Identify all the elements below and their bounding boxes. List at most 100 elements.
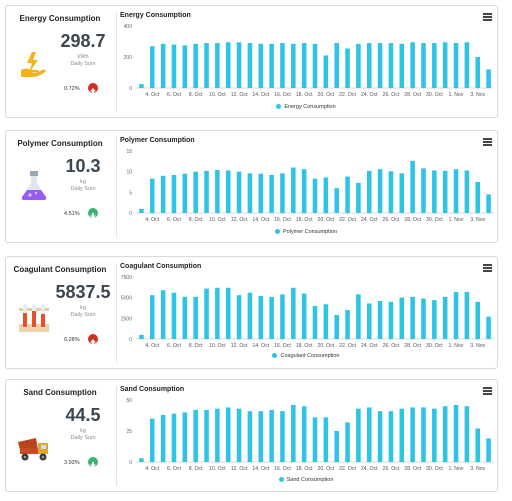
bar bbox=[388, 171, 394, 213]
bar bbox=[486, 194, 491, 213]
bar bbox=[453, 291, 459, 339]
bar bbox=[225, 407, 231, 462]
bar bbox=[486, 69, 491, 88]
bar bbox=[345, 48, 350, 88]
x-tick-label: 26. Oct bbox=[383, 343, 400, 349]
kpi-unit: kg bbox=[80, 305, 86, 311]
bar bbox=[182, 412, 188, 462]
coagulant-bar-chart: 7500 5000 2500 0 4. Oct 6. Oct 8. Oct 10. Oct 12… bbox=[121, 275, 494, 349]
chart-title: Coagulant Consumption bbox=[120, 263, 202, 270]
bar bbox=[377, 300, 383, 339]
sand-card: Sand Consumption 44.5 kg Daily Sum 3.93%… bbox=[5, 379, 498, 492]
x-tick-label: 30. Oct bbox=[426, 217, 443, 223]
energy-card: Energy Consumption 298.7 kWh Daily Sum 0… bbox=[5, 5, 498, 118]
legend-label: Polymer Consumption bbox=[282, 229, 338, 235]
kpi-value: 298.7 bbox=[60, 31, 106, 51]
bar bbox=[453, 404, 459, 462]
bar bbox=[149, 178, 155, 213]
energy-kpi-panel: Energy Consumption 298.7 kWh Daily Sum 0… bbox=[6, 6, 114, 117]
x-tick-label: 30. Oct bbox=[426, 343, 443, 349]
x-tick-label: 28. Oct bbox=[404, 466, 421, 472]
kpi-value: 44.5 bbox=[65, 405, 101, 425]
bar bbox=[269, 409, 274, 462]
bar bbox=[399, 43, 405, 88]
bar bbox=[475, 182, 481, 213]
x-tick-label: 4. Oct bbox=[145, 217, 159, 223]
bar bbox=[334, 431, 339, 462]
x-tick-label: 14. Oct bbox=[252, 466, 269, 472]
bar bbox=[225, 170, 231, 213]
x-tick-label: 28. Oct bbox=[404, 92, 421, 98]
x-tick-label: 1. Nov bbox=[449, 217, 464, 223]
bar bbox=[280, 294, 285, 339]
bar bbox=[171, 292, 177, 339]
bar bbox=[301, 293, 307, 339]
bar bbox=[345, 310, 350, 339]
bar bbox=[377, 169, 383, 213]
x-tick-label: 10. Oct bbox=[209, 466, 226, 472]
bar bbox=[345, 422, 350, 462]
kpi-daily-label: Daily Sum bbox=[70, 61, 96, 67]
energy-hand-icon bbox=[21, 52, 46, 77]
bar bbox=[193, 296, 198, 339]
bar bbox=[204, 170, 209, 213]
x-tick-label: 22. Oct bbox=[339, 217, 356, 223]
kpi-percent: 0.28% bbox=[64, 337, 80, 343]
test-tubes-icon bbox=[19, 304, 49, 332]
bar bbox=[366, 170, 372, 213]
chart-legend[interactable]: Energy Consumption bbox=[206, 104, 406, 110]
bar bbox=[193, 43, 198, 88]
menu-icon[interactable] bbox=[483, 138, 492, 146]
bar bbox=[269, 43, 274, 88]
bar bbox=[399, 297, 405, 339]
bar bbox=[139, 208, 144, 213]
bar bbox=[247, 43, 253, 88]
x-tick-label: 3. Nov bbox=[470, 217, 485, 223]
x-tick-label: 1. Nov bbox=[449, 343, 464, 349]
bar bbox=[464, 406, 470, 462]
bar bbox=[280, 411, 285, 462]
bar bbox=[442, 406, 448, 462]
x-tick-label: 1. Nov bbox=[449, 92, 464, 98]
bar bbox=[399, 173, 405, 213]
bar bbox=[160, 414, 166, 462]
x-tick-label: 4. Oct bbox=[145, 466, 159, 472]
menu-icon[interactable] bbox=[483, 264, 492, 272]
x-tick-label: 18. Oct bbox=[296, 217, 313, 223]
y-tick-label: 0 bbox=[129, 337, 132, 343]
bar bbox=[334, 315, 339, 339]
x-tick-label: 20. Oct bbox=[317, 466, 334, 472]
bar bbox=[225, 287, 231, 339]
bar bbox=[182, 173, 188, 213]
menu-icon[interactable] bbox=[483, 387, 492, 395]
bar bbox=[356, 43, 361, 88]
menu-icon[interactable] bbox=[483, 13, 492, 21]
x-tick-label: 3. Nov bbox=[470, 343, 485, 349]
bar bbox=[291, 43, 296, 88]
chart-legend[interactable]: Sand Consumption bbox=[206, 477, 406, 483]
bar bbox=[301, 43, 307, 88]
bar bbox=[475, 428, 481, 462]
x-tick-label: 16. Oct bbox=[274, 343, 291, 349]
bar bbox=[160, 290, 166, 339]
bar bbox=[475, 301, 481, 339]
chart-legend[interactable]: Polymer Consumption bbox=[206, 229, 406, 235]
chart-legend[interactable]: Coagulant Consumption bbox=[206, 353, 406, 359]
kpi-value: 5837.5 bbox=[55, 282, 111, 302]
x-tick-label: 6. Oct bbox=[167, 466, 181, 472]
kpi-value: 10.3 bbox=[65, 156, 101, 176]
x-tick-label: 26. Oct bbox=[383, 92, 400, 98]
kpi-percent: 4.51% bbox=[64, 211, 80, 217]
x-tick-label: 28. Oct bbox=[404, 343, 421, 349]
bar bbox=[432, 43, 437, 88]
x-tick-label: 16. Oct bbox=[274, 217, 291, 223]
x-tick-label: 18. Oct bbox=[296, 343, 313, 349]
bar bbox=[160, 43, 166, 88]
polymer-card: Polymer Consumption 10.3 kg Daily Sum 4.… bbox=[5, 130, 498, 243]
bar bbox=[356, 294, 361, 339]
x-tick-label: 16. Oct bbox=[274, 92, 291, 98]
bar bbox=[291, 404, 296, 462]
bar bbox=[258, 296, 264, 339]
bar bbox=[432, 300, 437, 339]
bar bbox=[215, 408, 220, 462]
